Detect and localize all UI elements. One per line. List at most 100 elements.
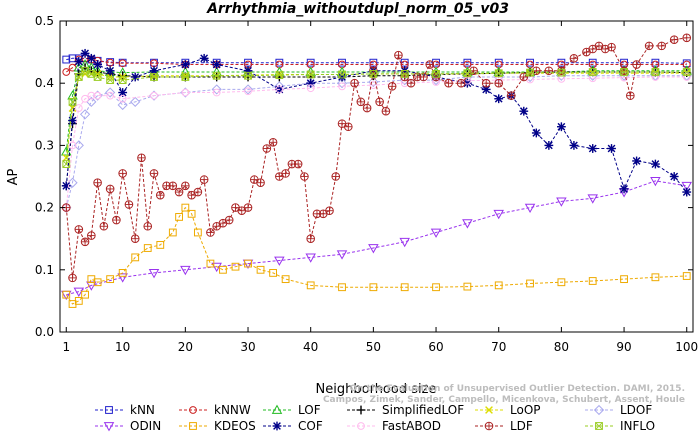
y-axis-label: AP xyxy=(6,168,21,185)
x-tick-label: 80 xyxy=(554,340,569,354)
legend-marker-simplifiedlof xyxy=(356,405,366,415)
point-cof xyxy=(556,122,566,132)
point-ldf xyxy=(224,215,234,225)
point-ldf xyxy=(425,60,435,69)
y-tick-label: 0.1 xyxy=(35,263,54,277)
point-ldf xyxy=(243,203,253,212)
point-kdeos xyxy=(193,228,202,237)
legend-marker-inflo xyxy=(595,422,603,430)
point-inflo xyxy=(93,73,102,81)
point-fastabod xyxy=(212,88,221,97)
x-tick-label: 20 xyxy=(178,340,193,354)
point-kdeos xyxy=(219,265,227,274)
point-kdeos xyxy=(74,297,83,305)
point-fastabod xyxy=(651,73,660,81)
point-cof xyxy=(68,116,77,125)
point-fastabod xyxy=(74,104,83,112)
point-knnw xyxy=(118,59,127,68)
point-knnw xyxy=(62,68,71,76)
point-ldf xyxy=(569,54,579,63)
point-inflo xyxy=(74,73,83,81)
point-kdeos xyxy=(400,283,409,292)
point-ldf xyxy=(343,122,353,132)
point-odin xyxy=(462,219,473,229)
point-ldf xyxy=(206,228,215,237)
point-inflo xyxy=(212,71,221,80)
legend-item-knnw: kNNW xyxy=(179,403,251,417)
legend-marker-lof xyxy=(271,404,283,414)
point-ldf xyxy=(387,82,397,91)
point-kdeos xyxy=(432,283,440,292)
legend-item-odin: ODIN xyxy=(95,419,161,433)
point-odin xyxy=(399,237,410,248)
series-ldof xyxy=(61,70,692,213)
point-ldf xyxy=(143,221,153,231)
point-ldf xyxy=(419,72,428,82)
point-ldf xyxy=(174,187,184,197)
point-ldof xyxy=(368,76,379,88)
point-ldf xyxy=(137,153,146,163)
point-kdeos xyxy=(118,269,127,277)
point-odin xyxy=(336,250,348,260)
point-ldf xyxy=(644,41,654,51)
point-cof xyxy=(199,53,209,63)
point-ldf xyxy=(362,103,372,113)
point-cof xyxy=(544,141,554,150)
point-odin xyxy=(524,203,536,214)
point-inflo xyxy=(526,68,534,77)
x-axis: 1 10 20 30 40 50 60 70 80 90 100 xyxy=(62,21,698,354)
point-inflo xyxy=(338,70,346,79)
point-ldf xyxy=(112,215,121,225)
point-cof xyxy=(569,141,579,150)
point-ldf xyxy=(331,172,341,181)
point-kdeos xyxy=(244,259,252,268)
point-cof xyxy=(632,156,641,166)
series-line-cof xyxy=(65,52,688,193)
point-ldf xyxy=(80,237,90,247)
point-odin xyxy=(493,209,504,220)
point-cof xyxy=(650,159,660,169)
point-inflo xyxy=(369,69,378,78)
point-knn xyxy=(62,55,71,64)
point-ldf xyxy=(256,178,265,188)
point-ldf xyxy=(74,225,84,234)
point-fastabod xyxy=(306,84,315,93)
point-inflo xyxy=(682,68,691,76)
point-loop xyxy=(68,104,77,112)
point-cof xyxy=(180,60,190,69)
point-ldof xyxy=(79,109,91,120)
point-ldf xyxy=(293,159,303,169)
point-kdeos xyxy=(557,278,566,287)
point-kdeos xyxy=(143,244,152,252)
point-ldf xyxy=(105,184,115,194)
legend-label-simplifiedlof: SimplifiedLOF xyxy=(382,403,464,417)
point-ldf xyxy=(494,78,504,88)
legend-item-ldf: LDF xyxy=(475,419,533,433)
point-fastabod xyxy=(557,74,566,83)
point-kdeos xyxy=(306,281,315,290)
point-ldf xyxy=(607,42,616,52)
point-cof xyxy=(588,144,598,153)
legend-label-kdeos: KDEOS xyxy=(214,419,256,433)
legend-marker-cof xyxy=(272,421,282,431)
point-ldf xyxy=(506,91,516,100)
x-tick-label: 90 xyxy=(616,340,631,354)
point-cof xyxy=(519,106,529,116)
point-kdeos xyxy=(494,281,503,290)
point-ldf xyxy=(99,221,109,231)
point-odin xyxy=(117,273,128,283)
series-line-kdeos xyxy=(65,206,687,305)
legend-item-simplifiedlof: SimplifiedLOF xyxy=(347,403,464,417)
point-inflo xyxy=(432,69,440,78)
legend-item-inflo: INFLO xyxy=(585,419,655,433)
point-kdeos xyxy=(206,259,215,268)
point-ldf xyxy=(626,91,635,100)
point-inflo xyxy=(306,70,315,79)
point-odin xyxy=(305,253,316,263)
y-tick-label: 0.3 xyxy=(35,138,54,152)
point-ldf xyxy=(281,169,290,178)
point-kdeos xyxy=(281,275,290,284)
point-odin xyxy=(180,265,191,276)
legend-marker-ldof xyxy=(593,404,605,416)
point-inflo xyxy=(244,71,252,80)
